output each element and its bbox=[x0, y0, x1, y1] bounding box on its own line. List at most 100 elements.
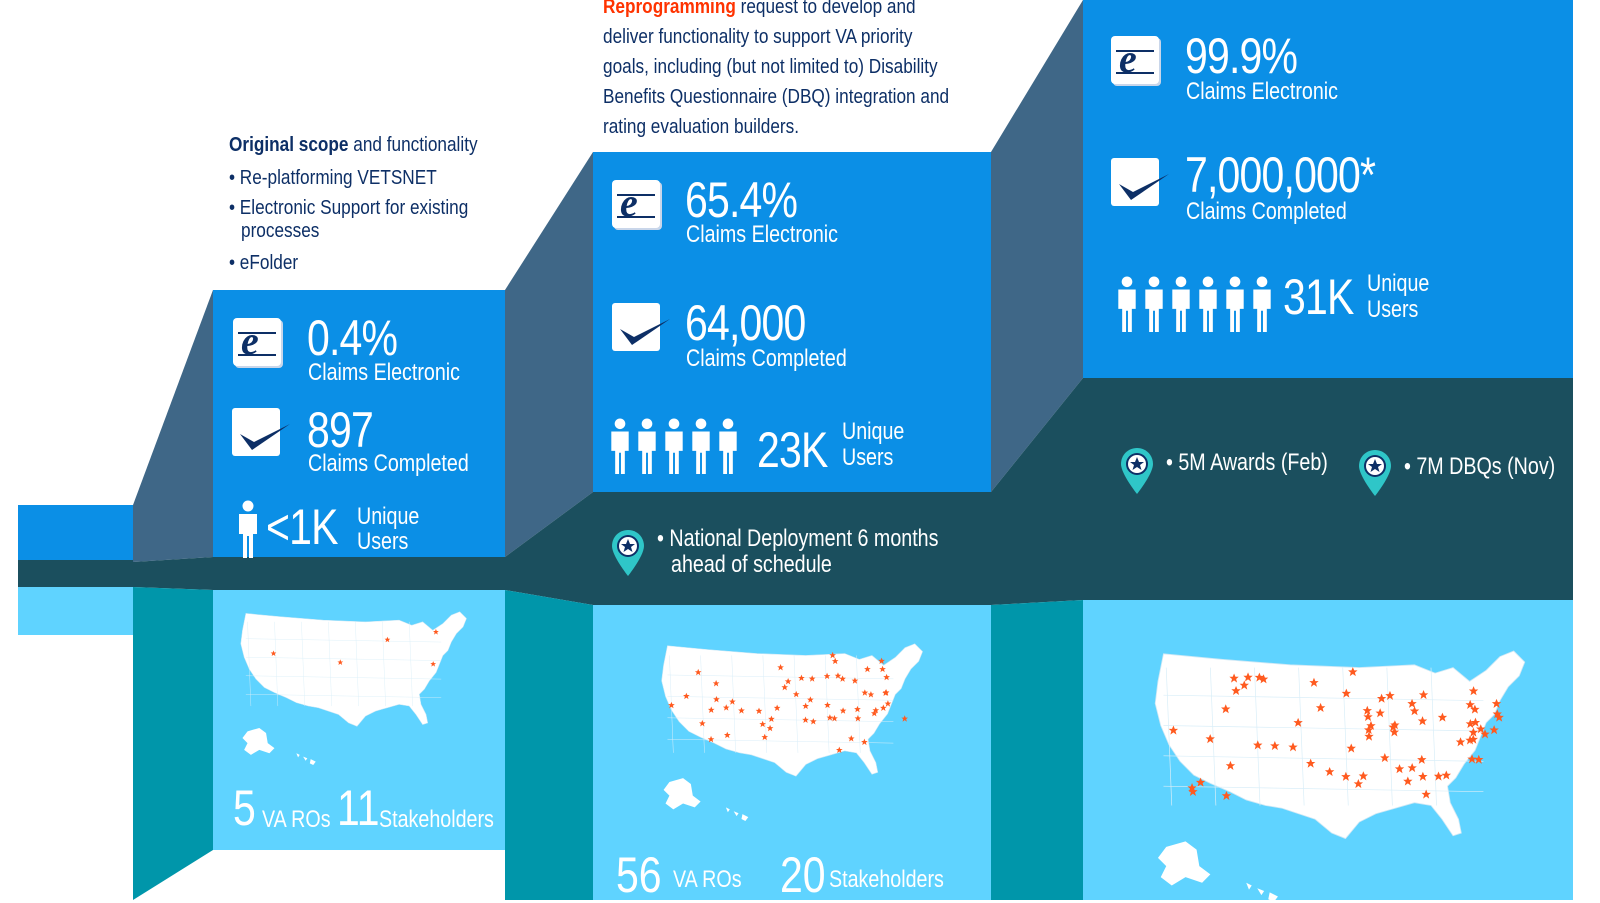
us-map-stage3 bbox=[1154, 650, 1526, 902]
checkmark-glyph bbox=[620, 319, 670, 345]
stage2-users-label-1: Unique bbox=[842, 418, 905, 445]
star-icon bbox=[1315, 702, 1326, 713]
stage3-users-label-1: Unique bbox=[1367, 270, 1430, 297]
person-icon bbox=[1253, 276, 1271, 332]
star-icon bbox=[723, 731, 731, 739]
star-icon bbox=[1258, 674, 1269, 684]
map-pin-star-icon bbox=[1359, 450, 1391, 496]
star-icon bbox=[867, 691, 875, 698]
star-icon bbox=[1480, 729, 1490, 739]
person-icon bbox=[611, 418, 629, 474]
stage3-milestone-a: • 5M Awards (Feb) bbox=[1166, 449, 1328, 476]
star-icon bbox=[777, 664, 784, 671]
star-icon bbox=[699, 720, 706, 727]
star-icon bbox=[1254, 672, 1265, 682]
star-icon bbox=[1205, 734, 1215, 744]
star-icon bbox=[1341, 771, 1351, 781]
stage1-electronic-value: 0.4% bbox=[307, 310, 398, 366]
star-icon bbox=[1407, 763, 1417, 773]
star-icon bbox=[824, 701, 831, 709]
star-icon bbox=[1470, 704, 1480, 714]
star-icon bbox=[433, 629, 439, 635]
star-icon bbox=[707, 735, 715, 743]
stage2-electronic-label: Claims Electronic bbox=[686, 221, 839, 248]
star-icon bbox=[883, 673, 890, 681]
star-icon bbox=[861, 738, 868, 746]
star-icon bbox=[384, 636, 391, 643]
stage1-intro-bold: Original scope bbox=[229, 134, 349, 156]
star-icon bbox=[861, 689, 869, 696]
stage1-intro: Original scope and functionality bbox=[229, 130, 478, 160]
star-icon bbox=[1364, 731, 1374, 741]
star-icon bbox=[1467, 754, 1477, 764]
star-icon bbox=[1363, 712, 1373, 722]
e-icon: e bbox=[612, 180, 660, 228]
stage3-users-value: 31K bbox=[1283, 269, 1354, 325]
star-icon bbox=[826, 714, 834, 721]
checkmark-icon bbox=[232, 408, 290, 456]
star-icon bbox=[1441, 770, 1451, 780]
star-icon bbox=[1468, 686, 1479, 696]
star-icon bbox=[1380, 753, 1390, 763]
stage2-milestone-1: • National Deployment 6 months bbox=[657, 525, 939, 552]
stage2-intro-line-3: goals, including (but not limited to) Di… bbox=[603, 56, 938, 78]
stage3-completed-label: Claims Completed bbox=[1186, 198, 1347, 225]
star-icon bbox=[1225, 760, 1236, 771]
star-icon bbox=[1389, 727, 1400, 737]
star-icon bbox=[722, 704, 730, 711]
star-icon bbox=[1348, 667, 1358, 677]
stage2-users-label-2: Users bbox=[842, 444, 894, 471]
stage2-intro-line-1: Reprogramming request to develop and bbox=[603, 0, 916, 22]
star-icon bbox=[1168, 725, 1179, 735]
star-icon bbox=[1489, 725, 1499, 735]
stage2-completed-label: Claims Completed bbox=[686, 345, 847, 372]
stage1-electronic-label: Claims Electronic bbox=[308, 359, 461, 386]
star-icon bbox=[1353, 779, 1364, 789]
star-icon bbox=[773, 704, 781, 712]
star-icon bbox=[683, 692, 690, 700]
star-icon bbox=[1418, 771, 1428, 781]
stage1-bullet-2: • Electronic Support for existing bbox=[229, 197, 469, 219]
star-icon bbox=[781, 683, 789, 691]
star-icon bbox=[1474, 754, 1484, 764]
stage1-ros-label: VA ROs bbox=[262, 806, 331, 833]
person-icon bbox=[638, 418, 656, 474]
star-icon bbox=[880, 704, 887, 711]
star-icon bbox=[831, 657, 839, 665]
star-icon bbox=[878, 657, 885, 664]
checkmark-glyph bbox=[240, 424, 290, 450]
star-icon bbox=[792, 690, 800, 698]
star-icon bbox=[1407, 698, 1417, 708]
stage2-users-value: 23K bbox=[757, 422, 828, 478]
star-icon bbox=[1470, 717, 1481, 727]
star-icon bbox=[1309, 677, 1319, 687]
star-icon bbox=[802, 716, 809, 723]
star-icon bbox=[1403, 776, 1413, 786]
star-icon bbox=[807, 696, 814, 703]
star-icon bbox=[1221, 704, 1231, 714]
star-icon bbox=[839, 675, 846, 682]
star-icon bbox=[1187, 783, 1197, 793]
star-icon bbox=[1468, 727, 1479, 737]
star-icon bbox=[1221, 790, 1232, 801]
star-icon bbox=[668, 701, 675, 709]
map-pin-star-icon bbox=[1121, 448, 1153, 494]
star-icon bbox=[835, 746, 843, 754]
stage2-stakeholders-label: Stakeholders bbox=[829, 866, 944, 893]
star-icon bbox=[1388, 722, 1398, 732]
star-icon bbox=[1288, 742, 1298, 752]
e-icon: e bbox=[1111, 36, 1159, 84]
stage1-bullet-1: • Re-platforming VETSNET bbox=[229, 167, 437, 189]
checkmark-glyph bbox=[1119, 174, 1169, 200]
star-icon bbox=[834, 672, 842, 679]
star-icon bbox=[1293, 717, 1303, 727]
stage2-intro-line-2: deliver functionality to support VA prio… bbox=[603, 26, 913, 48]
person-icon bbox=[1145, 276, 1163, 332]
person-icon bbox=[239, 500, 257, 558]
star-icon bbox=[851, 677, 859, 684]
star-icon bbox=[1433, 771, 1444, 781]
star-icon bbox=[1363, 725, 1374, 735]
stage1-completed-label: Claims Completed bbox=[308, 450, 469, 477]
star-icon bbox=[738, 707, 745, 714]
star-icon bbox=[882, 689, 889, 697]
